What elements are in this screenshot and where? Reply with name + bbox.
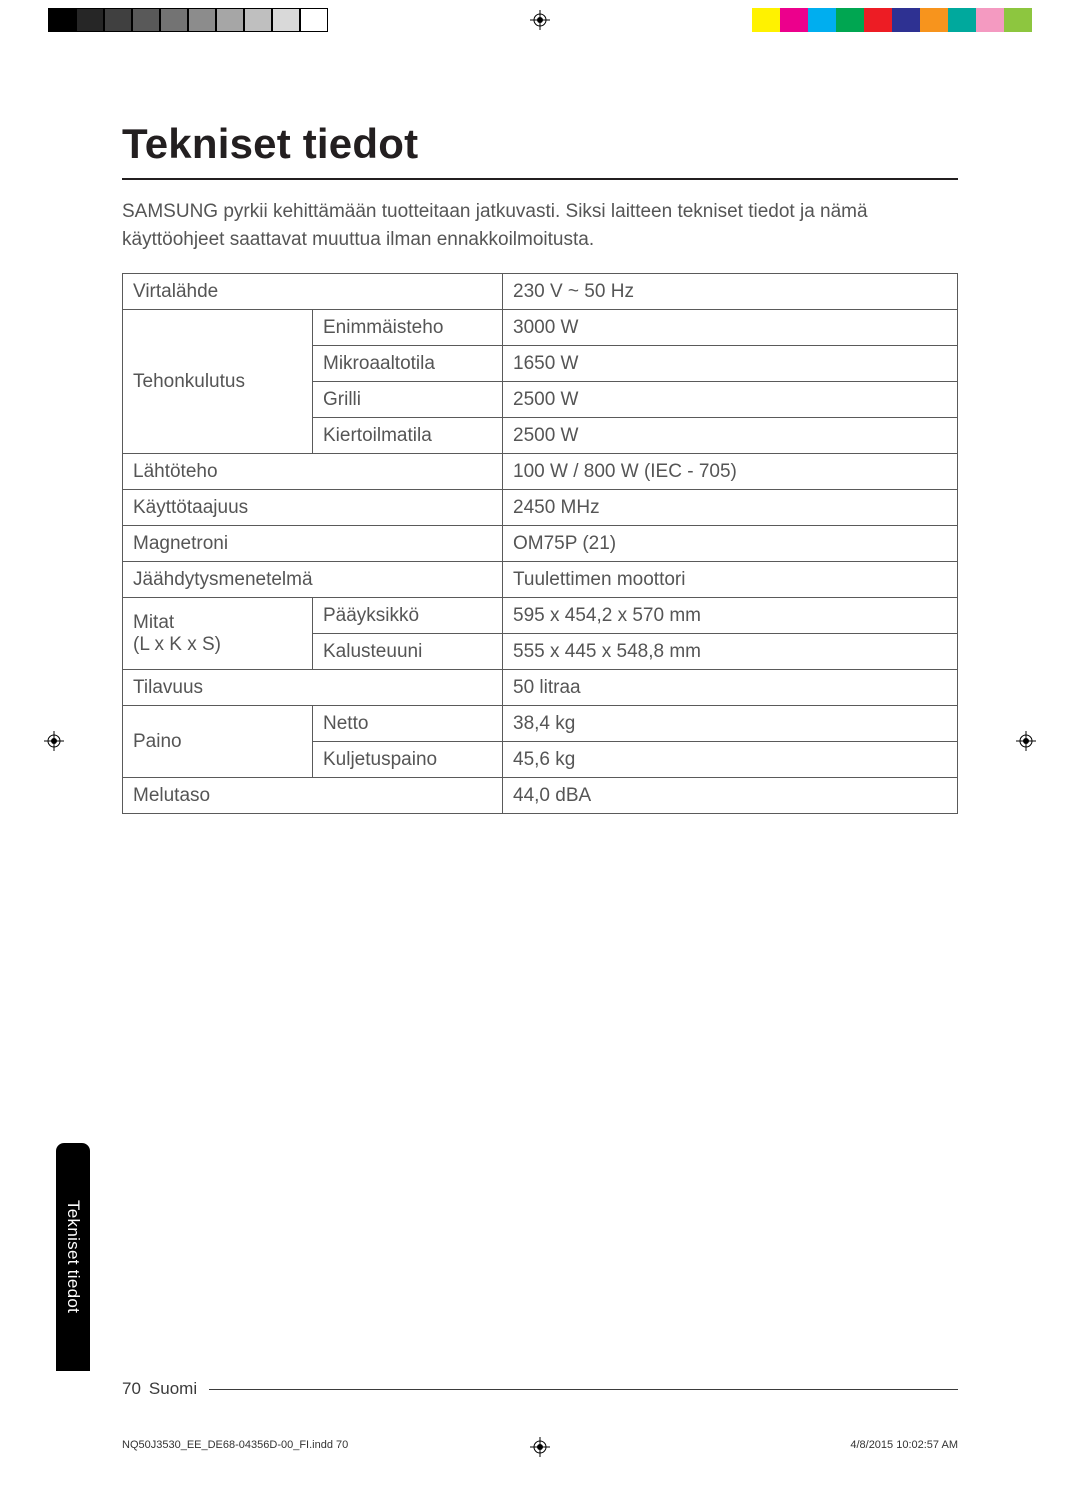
spec-value: 45,6 kg [503,742,958,778]
table-row: Virtalähde230 V ~ 50 Hz [123,274,958,310]
title-rule [122,178,958,180]
color-swatch [752,8,780,32]
spec-label: Tehonkulutus [123,310,313,454]
indd-footer: NQ50J3530_EE_DE68-04356D-00_FI.indd 70 4… [122,1439,958,1451]
content: Tekniset tiedot SAMSUNG pyrkii kehittämä… [122,120,958,814]
gray-swatches [48,8,328,32]
section-tab-label: Tekniset tiedot [63,1200,83,1313]
spec-value: 3000 W [503,310,958,346]
spec-sublabel: Grilli [313,382,503,418]
color-swatch [892,8,920,32]
gray-swatch [132,8,160,32]
table-row: Tilavuus50 litraa [123,670,958,706]
gray-swatch [104,8,132,32]
intro-paragraph: SAMSUNG pyrkii kehittämään tuotteitaan j… [122,198,958,253]
table-row: MagnetroniOM75P (21) [123,526,958,562]
spec-value: 555 x 445 x 548,8 mm [503,634,958,670]
color-swatch [920,8,948,32]
spec-value: OM75P (21) [503,526,958,562]
spec-sublabel: Pääyksikkö [313,598,503,634]
spec-sublabel: Enimmäisteho [313,310,503,346]
spec-value: 38,4 kg [503,706,958,742]
spec-value: 595 x 454,2 x 570 mm [503,598,958,634]
spec-label: Tilavuus [123,670,503,706]
page-number: 70 [122,1379,141,1399]
footer-rule [209,1389,958,1390]
section-tab: Tekniset tiedot [56,1143,90,1371]
table-row: Melutaso44,0 dBA [123,778,958,814]
gray-swatch [272,8,300,32]
spec-value: 2500 W [503,418,958,454]
indd-timestamp: 4/8/2015 10:02:57 AM [850,1439,958,1451]
gray-swatch [244,8,272,32]
spec-label: Melutaso [123,778,503,814]
spec-value: 44,0 dBA [503,778,958,814]
gray-swatch [188,8,216,32]
spec-sublabel: Kalusteuuni [313,634,503,670]
spec-label: Lähtöteho [123,454,503,490]
spec-value: 1650 W [503,346,958,382]
table-row: TehonkulutusEnimmäisteho3000 W [123,310,958,346]
spec-value: Tuulettimen moottori [503,562,958,598]
registration-mark-icon [44,731,64,751]
color-swatch [948,8,976,32]
spec-value: 2500 W [503,382,958,418]
spec-sublabel: Mikroaaltotila [313,346,503,382]
color-swatch [976,8,1004,32]
spec-label: Käyttötaajuus [123,490,503,526]
spec-label: Magnetroni [123,526,503,562]
spec-label: Jäähdytysmenetelmä [123,562,503,598]
table-row: JäähdytysmenetelmäTuulettimen moottori [123,562,958,598]
table-row: Käyttötaajuus2450 MHz [123,490,958,526]
spec-value: 230 V ~ 50 Hz [503,274,958,310]
spec-label: Paino [123,706,313,778]
spec-label: Mitat(L x K x S) [123,598,313,670]
table-row: Mitat(L x K x S)Pääyksikkö595 x 454,2 x … [123,598,958,634]
color-swatch [1004,8,1032,32]
page-title: Tekniset tiedot [122,120,958,168]
spec-value: 50 litraa [503,670,958,706]
gray-swatch [216,8,244,32]
spec-sublabel: Netto [313,706,503,742]
spec-value: 100 W / 800 W (IEC - 705) [503,454,958,490]
page-language: Suomi [149,1379,197,1399]
spec-sublabel: Kiertoilmatila [313,418,503,454]
spec-value: 2450 MHz [503,490,958,526]
table-row: Lähtöteho100 W / 800 W (IEC - 705) [123,454,958,490]
page-footer: 70 Suomi [122,1379,958,1399]
spec-sublabel: Kuljetuspaino [313,742,503,778]
gray-swatch [300,8,328,32]
color-swatch [864,8,892,32]
spec-label: Virtalähde [123,274,503,310]
spec-table: Virtalähde230 V ~ 50 HzTehonkulutusEnimm… [122,273,958,814]
color-swatches [752,8,1032,32]
gray-swatch [160,8,188,32]
indd-file: NQ50J3530_EE_DE68-04356D-00_FI.indd 70 [122,1439,348,1451]
table-row: PainoNetto38,4 kg [123,706,958,742]
registration-mark-icon [530,10,550,30]
color-swatch [808,8,836,32]
registration-mark-icon [1016,731,1036,751]
color-swatch [780,8,808,32]
gray-swatch [76,8,104,32]
color-swatch [836,8,864,32]
page: Tekniset tiedot SAMSUNG pyrkii kehittämä… [0,0,1080,1491]
gray-swatch [48,8,76,32]
